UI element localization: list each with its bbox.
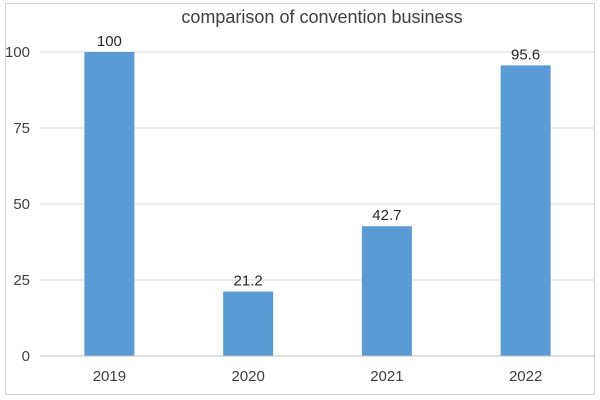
y-tick-label: 25: [13, 272, 30, 289]
x-tick-label-2021: 2021: [370, 368, 403, 385]
chart-title: comparison of convention business: [181, 7, 462, 27]
data-label-2021: 42.7: [372, 207, 401, 224]
x-tick-label-2019: 2019: [93, 368, 126, 385]
y-tick-label: 0: [22, 348, 30, 365]
x-tick-label-2020: 2020: [231, 368, 264, 385]
data-labels: 100 21.2 42.7 95.6: [97, 33, 540, 290]
data-label-2022: 95.6: [511, 46, 540, 63]
bar-2021: [361, 226, 412, 356]
y-axis-tick-labels: 0 25 50 75 100: [5, 44, 30, 365]
x-tick-label-2022: 2022: [509, 368, 542, 385]
data-label-2019: 100: [97, 33, 122, 50]
bar-2022: [500, 65, 551, 356]
y-tick-label: 100: [5, 44, 30, 61]
bar-2020: [223, 291, 274, 356]
data-label-2020: 21.2: [234, 273, 263, 290]
bar-2019: [84, 52, 135, 356]
bars: [84, 52, 551, 356]
x-axis-tick-labels: 2019 2020 2021 2022: [93, 368, 543, 385]
y-tick-label: 75: [13, 120, 30, 137]
y-tick-label: 50: [13, 196, 30, 213]
